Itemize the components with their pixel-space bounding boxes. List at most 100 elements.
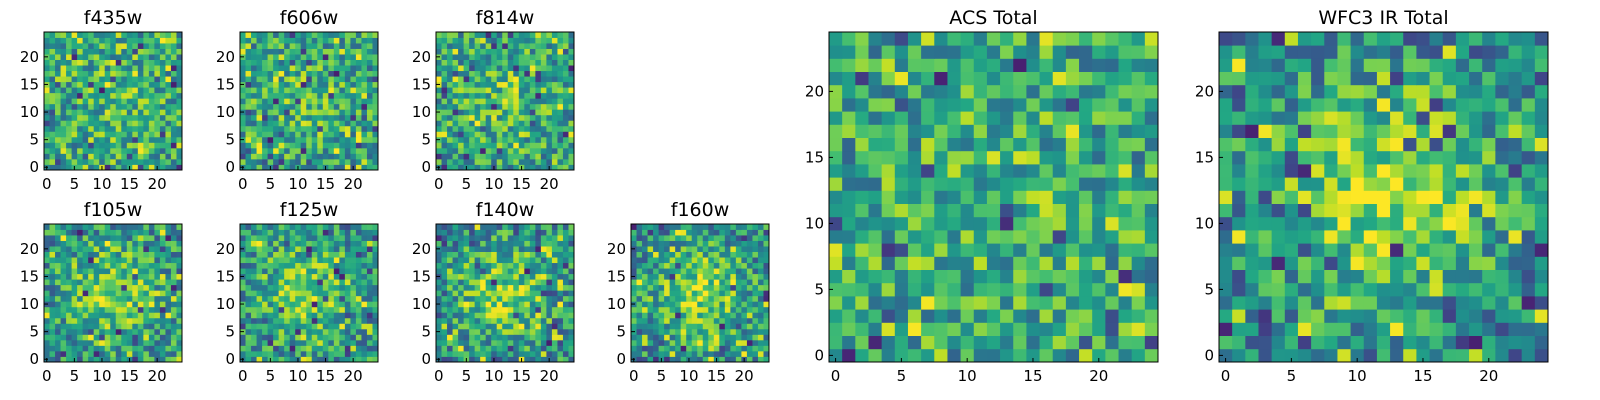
heatmap-cell <box>557 103 564 110</box>
heatmap-cell <box>289 142 296 149</box>
heatmap-cell <box>658 345 665 352</box>
heatmap-cell <box>496 268 503 275</box>
heatmap-cell <box>284 131 291 138</box>
heatmap-cell <box>719 334 726 341</box>
heatmap-cell <box>60 306 67 313</box>
heatmap-cell <box>507 131 514 138</box>
heatmap-cell <box>99 334 106 341</box>
heatmap-cell <box>647 251 654 258</box>
heatmap-cell <box>474 328 481 335</box>
heatmap-cell <box>557 317 564 324</box>
heatmap-cell <box>463 142 470 149</box>
heatmap-cell <box>474 323 481 330</box>
heatmap-cell <box>82 290 89 297</box>
heatmap-cell <box>240 70 246 77</box>
heatmap-cell <box>491 48 498 55</box>
heatmap-cell <box>730 262 737 269</box>
heatmap-cell <box>132 92 139 99</box>
heatmap-cell <box>66 317 72 324</box>
heatmap-cell <box>513 290 520 297</box>
heatmap-cell <box>317 48 324 55</box>
heatmap-cell <box>752 240 759 247</box>
x-tick-label: 5 <box>266 367 276 385</box>
heatmap-cell <box>148 48 155 55</box>
heatmap-cell <box>82 306 89 313</box>
heatmap-cell <box>66 334 72 341</box>
heatmap-cell <box>829 322 843 336</box>
heatmap-cell <box>675 235 682 241</box>
heatmap-cell <box>474 279 481 286</box>
heatmap-cell <box>502 125 509 132</box>
heatmap-cell <box>921 309 935 323</box>
heatmap-cell <box>842 322 856 336</box>
heatmap-cell <box>1079 335 1093 350</box>
heatmap-cell <box>469 125 476 132</box>
heatmap-cell <box>137 76 144 83</box>
heatmap-cell <box>540 317 547 324</box>
heatmap-cell <box>77 284 84 291</box>
heatmap-cell <box>137 32 144 38</box>
heatmap-cell <box>868 256 883 270</box>
heatmap-cell <box>66 98 72 105</box>
heatmap-cell <box>311 306 318 313</box>
heatmap-cell <box>311 356 318 363</box>
heatmap-cell <box>104 32 111 38</box>
heatmap-cell <box>973 348 988 363</box>
heatmap-cell <box>339 59 346 66</box>
heatmap-cell <box>251 328 257 335</box>
heatmap-cell <box>339 153 346 160</box>
heatmap-cell <box>513 92 520 99</box>
heatmap-cell <box>344 284 351 291</box>
heatmap-cell <box>757 235 764 241</box>
heatmap-cell <box>55 54 61 60</box>
heatmap-cell <box>719 262 726 269</box>
heatmap-cell <box>458 81 464 88</box>
heatmap-cell <box>170 131 177 138</box>
heatmap-cell <box>631 339 637 346</box>
heatmap-cell <box>148 131 155 138</box>
heatmap-cell <box>355 345 362 352</box>
heatmap-cell <box>447 65 453 72</box>
heatmap-cell <box>746 295 753 302</box>
heatmap-cell <box>165 328 172 335</box>
heatmap-cell <box>137 334 144 341</box>
heatmap-cell <box>137 301 144 308</box>
heatmap-cell <box>557 339 564 346</box>
heatmap-cell <box>540 339 547 346</box>
heatmap-cell <box>469 246 476 252</box>
heatmap-cell <box>77 43 84 49</box>
heatmap-cell <box>311 76 318 83</box>
heatmap-cell <box>66 235 72 241</box>
heatmap-cell <box>1118 124 1133 138</box>
heatmap-cell <box>441 356 448 363</box>
heatmap-cell <box>366 240 373 247</box>
heatmap-cell <box>240 125 246 132</box>
heatmap-cell <box>447 295 453 302</box>
heatmap-cell <box>322 43 329 49</box>
heatmap-cell <box>436 76 442 83</box>
heatmap-cell <box>267 229 274 236</box>
heatmap-cell <box>366 246 373 252</box>
heatmap-cell <box>44 48 50 55</box>
heatmap-cell <box>289 164 296 171</box>
heatmap-cell <box>469 273 476 280</box>
heatmap-cell <box>518 323 525 330</box>
heatmap-cell <box>491 98 498 105</box>
heatmap-cell <box>256 312 263 319</box>
heatmap-cell <box>463 246 470 252</box>
heatmap-cell <box>986 282 1001 297</box>
heatmap-cell <box>485 317 492 324</box>
x-tick-label: 15 <box>316 175 335 193</box>
heatmap-cell <box>344 350 351 357</box>
heatmap-cell <box>88 350 95 357</box>
heatmap-cell <box>311 251 318 258</box>
heatmap-cell <box>115 131 122 138</box>
heatmap-cell <box>295 48 302 55</box>
heatmap-cell <box>350 37 357 44</box>
heatmap-cell <box>339 246 346 252</box>
heatmap-cell <box>143 334 150 341</box>
heatmap-cell <box>907 190 922 204</box>
heatmap-cell <box>529 328 536 335</box>
heatmap-cell <box>535 32 542 38</box>
heatmap-cell <box>115 356 122 363</box>
